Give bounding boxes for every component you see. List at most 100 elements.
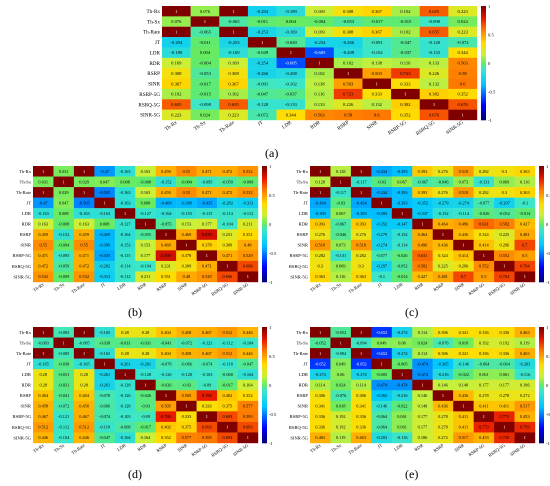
- heatmap-e-cell: [432, 337, 454, 349]
- heatmap-d-cell: [155, 358, 177, 370]
- heatmap-d-cell-value: 0.404: [38, 393, 49, 398]
- heatmap-c-cell-value: 0.436: [438, 243, 449, 248]
- colorbar-d-segment: [262, 383, 267, 386]
- heatmap-a-cell-value: -0.189: [170, 50, 183, 55]
- heatmap-e-cell-value: 0.024: [418, 340, 429, 345]
- heatmap-a-cell: [305, 6, 335, 17]
- heatmap-b-cell: [196, 260, 218, 272]
- heatmap-c-cell: [432, 260, 454, 272]
- heatmap-a-cell-value: 1: [175, 30, 178, 35]
- heatmap-c-cell: [514, 260, 536, 272]
- heatmap-d-cell: [33, 358, 54, 370]
- heatmap-c-cell: [514, 166, 536, 177]
- heatmap-b-cell-value: -0.399: [181, 200, 192, 205]
- colorbar-c-segment: [539, 169, 544, 173]
- heatmap-d-col-label: Th-Sx: [53, 442, 66, 453]
- heatmap-c-col-label: RSRP: [432, 281, 444, 292]
- heatmap-b-cell-value: 0.472: [38, 264, 48, 269]
- heatmap-d-cell-value: 1: [42, 351, 44, 356]
- colorbar-a-segment: [481, 70, 486, 73]
- heatmap-b-cell: [114, 239, 136, 251]
- heatmap-c-cell: [310, 218, 331, 230]
- heatmap-b-cell: [135, 218, 156, 230]
- colorbar-d-segment: [262, 425, 267, 428]
- heatmap-e-cell: [391, 411, 413, 423]
- heatmap-c-cell: [494, 250, 515, 262]
- heatmap-b-cell: [237, 260, 259, 272]
- colorbar-c-segment: [539, 193, 544, 196]
- heatmap-c-cell-value: -0.052: [499, 211, 510, 216]
- heatmap-b-cell: [33, 187, 54, 198]
- heatmap-c-cell-value: 0.518: [459, 190, 469, 195]
- heatmap-d-cell-value: -0.083: [38, 340, 49, 345]
- heatmap-c-cell: [371, 176, 393, 188]
- heatmap-a-cell-value: 0.223: [458, 9, 469, 14]
- heatmap-a-cell: [190, 16, 220, 27]
- colorbar-b-segment: [262, 227, 267, 231]
- colorbar-d-segment: [262, 336, 267, 339]
- heatmap-e-cell: [371, 411, 393, 423]
- colorbar-b-segment: [262, 171, 267, 175]
- heatmap-c-cell: [473, 187, 495, 198]
- heatmap-d-cell-value: -0.066: [181, 361, 193, 366]
- panel-label-a: (a): [265, 146, 279, 160]
- colorbar-a-segment: [481, 101, 486, 104]
- heatmap-e-cell-value: 0.148: [459, 383, 469, 388]
- heatmap-b-cell: [73, 260, 95, 272]
- colorbar-c-segment: [539, 196, 544, 200]
- heatmap-a-cell-value: 0.503: [343, 81, 354, 86]
- heatmap-e-cell-value: 0.341: [315, 404, 325, 409]
- heatmap-b-cell: [237, 229, 259, 241]
- heatmap-a-cell-value: 0.352: [400, 112, 411, 117]
- heatmap-e-cell: [310, 390, 331, 402]
- heatmap-d-cell: [196, 379, 218, 391]
- colorbar-d-tick: 0.5: [269, 354, 275, 359]
- heatmap-b-cell-value: 0.378: [202, 243, 212, 248]
- colorbar-b-segment: [262, 258, 267, 262]
- colorbar-c-segment: [539, 181, 544, 184]
- heatmap-d-cell: [114, 369, 136, 380]
- heatmap-b-cell: [155, 166, 177, 177]
- heatmap-c-cell: [350, 239, 372, 251]
- heatmap-d-cell-value: 0.458: [182, 330, 192, 335]
- heatmap-b-cell-value: -0.399: [99, 243, 110, 248]
- heatmap-b-cell-value: 0.55: [80, 243, 88, 248]
- heatmap-a-cell-value: 0.367: [372, 30, 383, 35]
- heatmap-a-cell-value: -0.294: [256, 9, 269, 14]
- heatmap-e-cell-value: 0.411: [479, 404, 489, 409]
- colorbar-c-tick: 0.5: [546, 193, 550, 198]
- heatmap-b-cell: [135, 197, 156, 209]
- heatmap-e-cell-value: -0.064: [376, 425, 388, 430]
- heatmap-c-cell: [310, 239, 331, 251]
- heatmap-c-row-label: SINR: [298, 243, 309, 248]
- heatmap-c-cell: [432, 229, 454, 241]
- heatmap-b-cell: [237, 187, 259, 198]
- heatmap-b-cell-value: -0.163: [119, 169, 130, 174]
- colorbar-b-segment: [262, 249, 267, 252]
- heatmap-d-cell: [114, 327, 136, 338]
- heatmap-b-cell: [53, 187, 75, 198]
- colorbar-c-segment: [539, 206, 544, 209]
- heatmap-e-cell-value: 0.192: [336, 425, 346, 430]
- colorbar-a-segment: [481, 80, 486, 83]
- heatmap-c-cell: [494, 208, 515, 219]
- heatmap-c-cell-value: -0.279: [437, 200, 448, 205]
- heatmap-d-cell-value: 0.333: [182, 414, 192, 419]
- heatmap-c-cell: [391, 166, 413, 177]
- heatmap-a-cell: [391, 57, 420, 69]
- heatmap-a-cell-value: -0.098: [428, 19, 441, 24]
- heatmap-e-cell: [310, 400, 331, 412]
- heatmap-a-cell-value: 1: [318, 61, 321, 66]
- heatmap-b-cell-value: 0.472: [222, 169, 232, 174]
- heatmap-b-cell-value: -0.008: [140, 179, 151, 184]
- heatmap-c-cell-value: 0.3: [502, 190, 507, 195]
- heatmap-a-cell: [362, 37, 392, 48]
- colorbar-d-segment: [262, 439, 267, 442]
- heatmap-e-cell-value: 0.463: [520, 351, 530, 356]
- heatmap-e-row-label: LDR: [299, 372, 309, 377]
- heatmap-d-cell-value: -0.074: [201, 361, 213, 366]
- heatmap-c-cell-value: 0.067: [397, 179, 408, 184]
- heatmap-d-cell-value: 0.467: [202, 351, 213, 356]
- heatmap-a-cell: [219, 16, 249, 27]
- colorbar-c-segment: [539, 167, 544, 171]
